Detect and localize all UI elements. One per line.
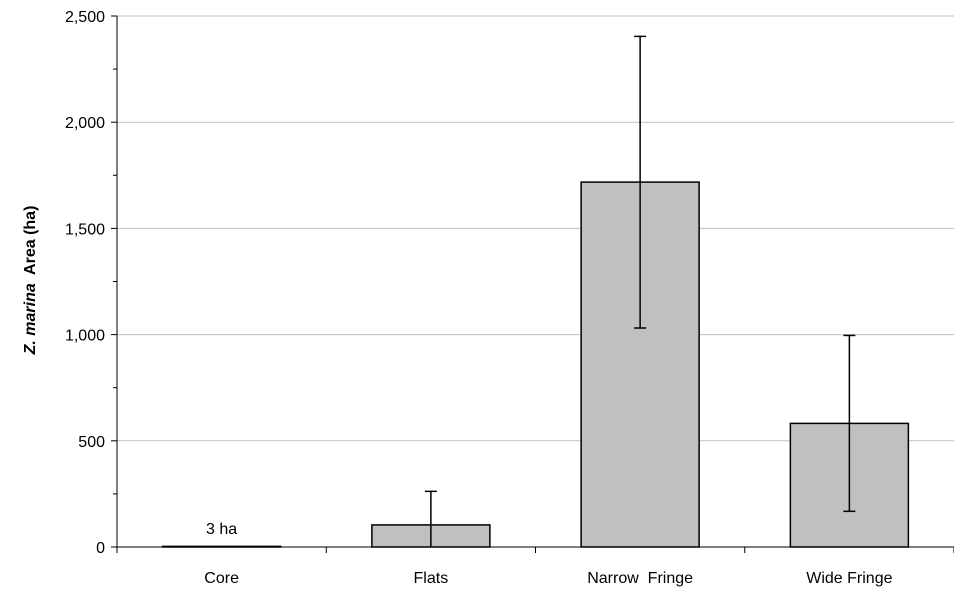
y-tick-label: 1,500 (65, 221, 105, 238)
bar-annotation: 3 ha (206, 521, 237, 538)
labels: 0 500 1,000 1,500 2,000 2,500 Core Flats Narrow … (65, 9, 893, 587)
y-axis-title-rest: Area (ha) (22, 206, 39, 284)
y-tick-label: 0 (96, 540, 105, 557)
axes (111, 15, 954, 553)
bars (161, 181, 910, 548)
x-category-label: Wide Fringe (806, 570, 892, 587)
y-tick-label: 1,000 (65, 328, 105, 345)
x-category-label: Flats (414, 570, 449, 587)
y-tick-label: 2,000 (65, 115, 105, 132)
error-bars (424, 35, 856, 547)
gridlines (117, 15, 954, 442)
y-axis-title-italic: Z. marina (22, 283, 39, 355)
y-axis-title: Z. marina Area (ha) (22, 206, 39, 356)
y-tick-label: 2,500 (65, 9, 105, 26)
x-category-label: Narrow Fringe (587, 570, 693, 587)
y-tick-label: 500 (78, 434, 105, 451)
x-category-label: Core (204, 570, 239, 587)
